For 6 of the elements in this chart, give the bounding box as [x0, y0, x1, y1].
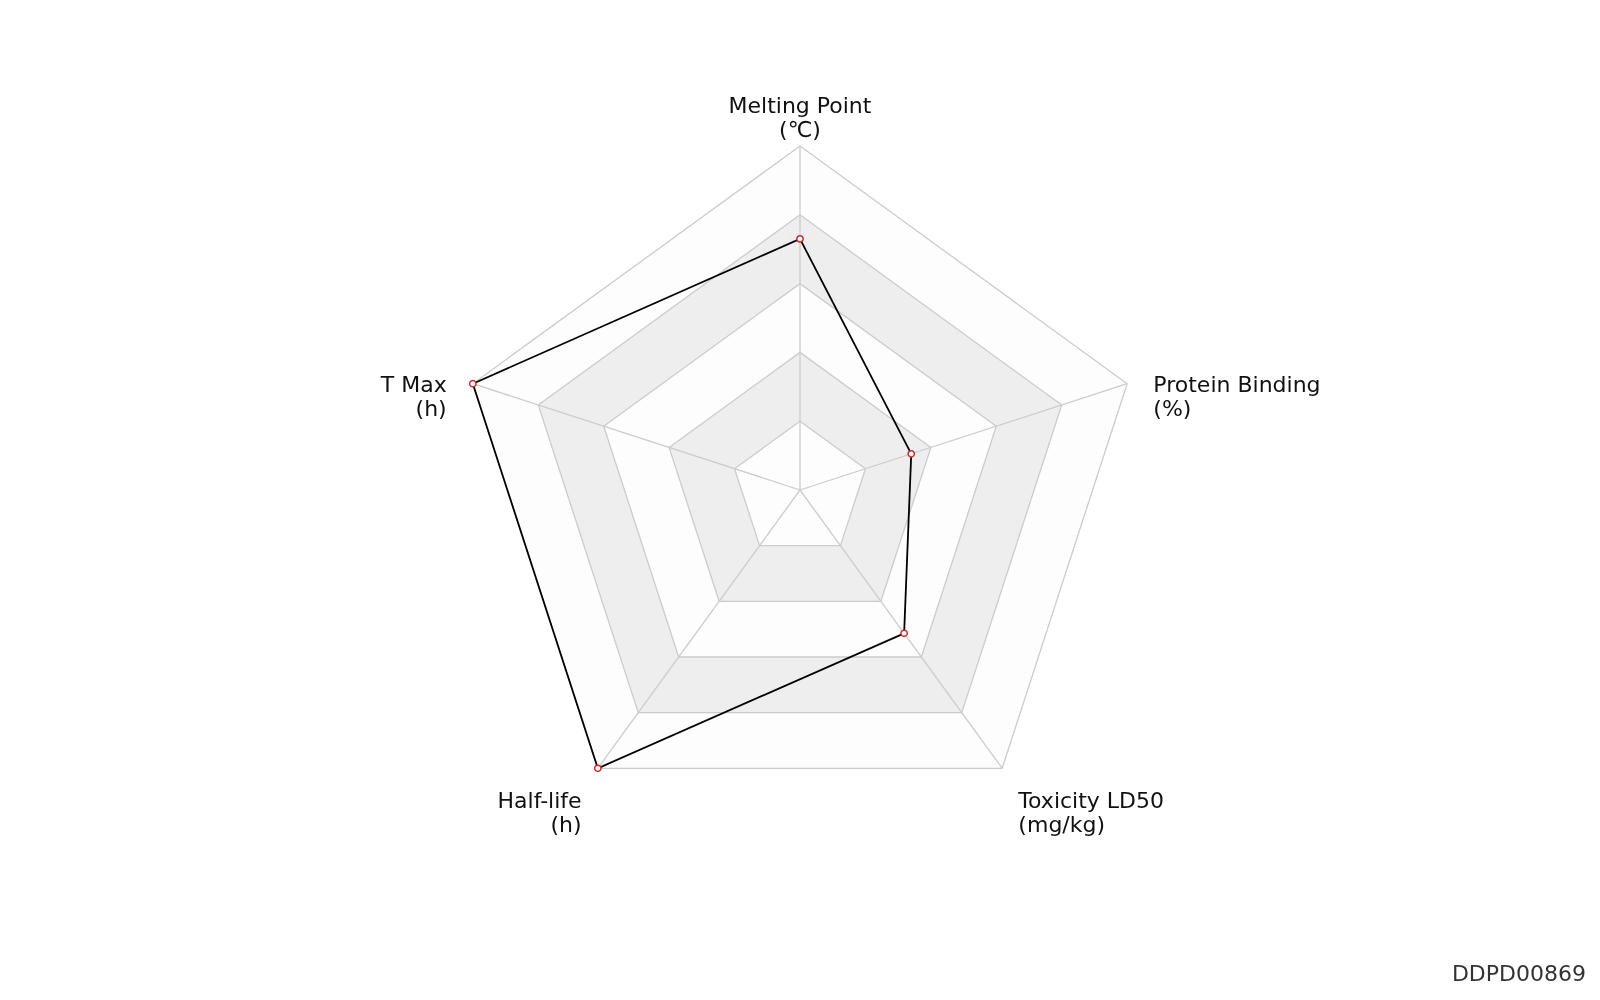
text: DDPD00869: [1451, 961, 1586, 986]
spoke-label: Protein Binding (%): [1153, 372, 1321, 422]
spoke-label: Melting Point (℃): [728, 93, 872, 143]
spoke-label: Half-life (h): [497, 787, 582, 837]
spoke-label: T Max (h): [379, 372, 447, 422]
spoke-label: Toxicity LD50 (mg/kg): [1017, 787, 1165, 837]
